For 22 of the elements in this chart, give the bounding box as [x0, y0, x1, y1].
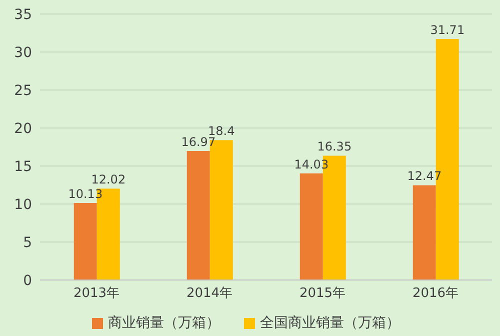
y-tick-label: 15 — [14, 158, 32, 175]
data-label: 18.4 — [208, 124, 235, 138]
bar — [186, 151, 210, 280]
bar — [300, 173, 323, 280]
x-tick-label: 2013年 — [73, 286, 120, 302]
x-tick-label: 2015年 — [299, 286, 346, 302]
legend-label: 商业销量（万箱） — [107, 314, 220, 332]
y-tick-label: 0 — [23, 272, 32, 289]
data-label: 12.02 — [91, 172, 126, 187]
data-label: 16.35 — [317, 140, 352, 154]
y-tick-label: 35 — [14, 6, 32, 23]
x-tick-label: 2014年 — [186, 286, 233, 302]
data-label: 31.71 — [430, 23, 465, 38]
y-tick-label: 25 — [14, 82, 32, 99]
bar — [74, 203, 97, 280]
y-tick-label: 10 — [14, 196, 32, 213]
y-tick-label: 30 — [14, 44, 32, 61]
bar — [412, 185, 436, 280]
x-tick-label: 2016年 — [412, 286, 459, 302]
legend-label: 全国商业销量（万箱） — [259, 314, 400, 332]
y-tick-label: 5 — [23, 234, 32, 251]
y-tick-label: 20 — [14, 120, 32, 137]
